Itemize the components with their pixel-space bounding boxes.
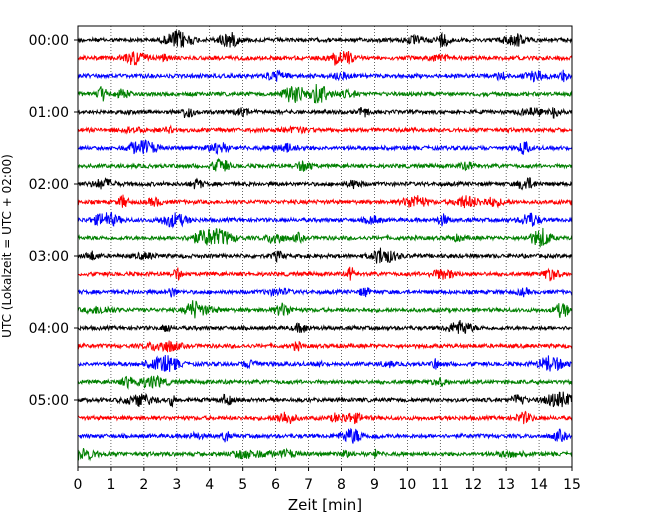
trace-0145 [77, 157, 573, 172]
x-tick-label-2: 2 [139, 477, 148, 493]
x-tick-label-7: 7 [304, 477, 313, 493]
trace-0445 [77, 374, 573, 390]
trace-0400 [77, 319, 573, 334]
trace-0045 [77, 84, 573, 105]
trace-0345 [77, 300, 573, 319]
x-tick-label-15: 15 [563, 477, 581, 493]
x-tick-label-11: 11 [431, 477, 449, 493]
trace-0015 [77, 50, 573, 66]
x-tick-label-12: 12 [464, 477, 482, 493]
x-tick-label-13: 13 [497, 477, 515, 493]
y-axis-label: UTC (Lokalzeit = UTC + 02:00) [0, 154, 14, 338]
x-tick-label-9: 9 [370, 477, 379, 493]
x-axis-label: Zeit [min] [288, 496, 362, 514]
x-tick-label-3: 3 [172, 477, 181, 493]
x-tick-label-10: 10 [398, 477, 416, 493]
trace-0115 [77, 124, 573, 135]
trace-0030 [77, 69, 573, 83]
trace-0530 [77, 427, 573, 444]
x-tick-label-8: 8 [337, 477, 346, 493]
y-tick-label-3: 03:00 [29, 249, 69, 265]
trace-0130 [77, 139, 573, 156]
trace-0500 [77, 391, 573, 408]
trace-0430 [77, 355, 573, 372]
y-tick-label-5: 05:00 [29, 393, 69, 409]
x-tick-label-4: 4 [205, 477, 214, 493]
x-tick-label-14: 14 [530, 477, 548, 493]
trace-0230 [77, 211, 573, 229]
trace-0315 [77, 266, 573, 282]
trace-0415 [77, 340, 573, 353]
y-axis: 00:00 01:00 02:00 03:00 04:00 05:00 [29, 33, 78, 409]
y-tick-label-4: 04:00 [29, 321, 69, 337]
trace-0215 [77, 194, 573, 209]
x-tick-label-5: 5 [238, 477, 247, 493]
trace-0545 [77, 447, 573, 462]
trace-0300 [77, 247, 573, 264]
x-tick-label-0: 0 [74, 477, 83, 493]
trace-group [77, 30, 573, 462]
trace-0245 [77, 227, 573, 248]
trace-0330 [77, 286, 573, 298]
y-tick-label-0: 00:00 [29, 33, 69, 49]
plot-frame [77, 25, 573, 468]
x-tick-label-1: 1 [106, 477, 115, 493]
x-tick-label-6: 6 [271, 477, 280, 493]
y-tick-label-1: 01:00 [29, 105, 69, 121]
trace-0100 [77, 107, 573, 119]
trace-0515 [77, 410, 573, 425]
y-tick-label-2: 02:00 [29, 177, 69, 193]
trace-0000 [77, 30, 573, 48]
x-axis: 0 1 2 3 4 5 6 7 8 9 10 11 12 13 14 15 [74, 467, 581, 493]
trace-0200 [77, 177, 573, 191]
